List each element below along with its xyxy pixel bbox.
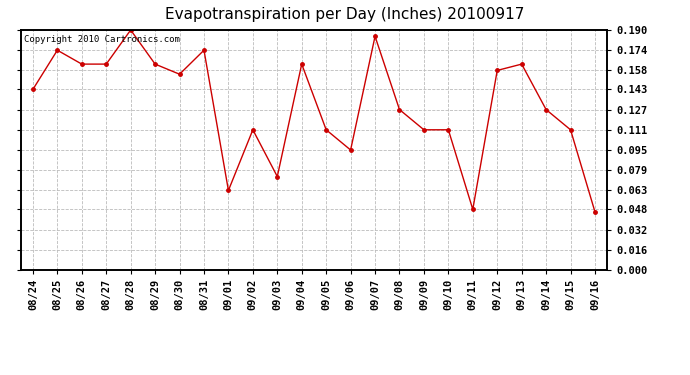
Text: Evapotranspiration per Day (Inches) 20100917: Evapotranspiration per Day (Inches) 2010…	[166, 8, 524, 22]
Text: Copyright 2010 Cartronics.com: Copyright 2010 Cartronics.com	[23, 35, 179, 44]
